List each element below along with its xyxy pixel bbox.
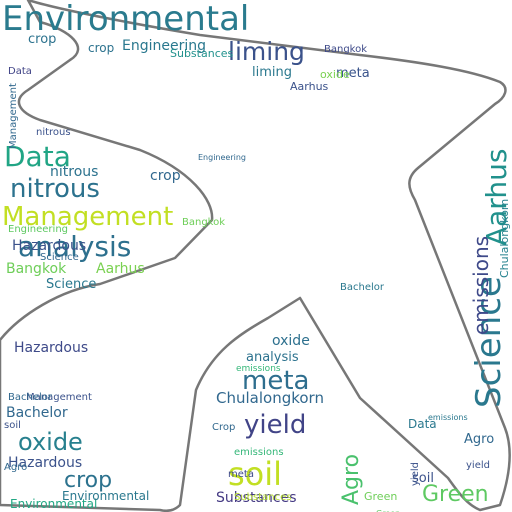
cloud-word: Substances	[234, 492, 292, 503]
cloud-word: emissions	[234, 447, 284, 458]
cloud-word: Bangkok	[324, 44, 367, 55]
cloud-word: Science	[469, 276, 509, 408]
cloud-word: Bachelor	[8, 392, 53, 403]
cloud-word: Bachelor	[6, 405, 68, 421]
cloud-word: analysis	[18, 230, 131, 263]
cloud-word: Hazardous	[12, 238, 86, 254]
cloud-word: Hazardous	[14, 340, 88, 356]
cloud-word: yield	[244, 410, 306, 440]
cloud-word: Management	[8, 83, 19, 149]
cloud-word: Agro	[4, 462, 27, 473]
cloud-word: Green	[422, 482, 489, 507]
cloud-word: Aarhus	[290, 80, 329, 93]
cloud-word: oxide	[320, 68, 350, 81]
cloud-word: Environmental	[62, 489, 149, 503]
cloud-word: Science	[40, 252, 79, 263]
cloud-word: Environmental	[2, 0, 249, 39]
cloud-word: soil	[4, 420, 21, 431]
cloud-word: yield	[466, 460, 490, 471]
cloud-word: Chulalongkorn	[498, 199, 511, 278]
cloud-word: Agro	[464, 432, 494, 447]
cloud-word: Aarhus	[480, 149, 512, 246]
cloud-word: liming	[228, 37, 305, 66]
cloud-word: meta	[228, 469, 254, 480]
cloud-word: oxide	[18, 428, 83, 456]
cloud-word: analysis	[246, 350, 299, 365]
cloud-word: emissions	[428, 413, 468, 422]
cloud-word: Substances	[170, 47, 234, 60]
cloud-word: nitrous	[36, 127, 71, 138]
cloud-word: Agro	[339, 454, 364, 505]
cloud-word: Green	[364, 490, 397, 503]
cloud-word: Bangkok	[6, 261, 67, 277]
cloud-word: crop	[88, 41, 114, 55]
cloud-word: Chulalongkorn	[216, 389, 324, 407]
cloud-word: Crop	[212, 422, 235, 433]
cloud-word: nitrous	[10, 174, 100, 204]
cloud-word: Aarhus	[96, 261, 145, 277]
cloud-word: Data	[4, 140, 71, 173]
cloud-word: crop	[150, 168, 181, 184]
cloud-word: Hazardous	[8, 455, 82, 471]
cloud-word: meta	[242, 366, 309, 396]
cloud-word: emissions	[236, 364, 281, 374]
cloud-word: Engineering	[198, 153, 246, 162]
cloud-word: Management	[2, 202, 173, 232]
cloud-word: meta	[336, 66, 370, 81]
cloud-word: soil	[228, 455, 282, 493]
cloud-word: Substances	[216, 490, 297, 506]
cloud-word: oxide	[272, 333, 310, 349]
cloud-word: Science	[46, 277, 96, 292]
cloud-word: crop	[28, 32, 56, 47]
cloud-word: Environmental	[10, 497, 97, 511]
cloud-word: yield	[410, 462, 421, 486]
cloud-word: Management	[26, 392, 92, 403]
cloud-word: Bangkok	[182, 217, 225, 228]
cloud-word: Engineering	[122, 38, 206, 54]
cloud-word: Bachelor	[340, 282, 385, 293]
cloud-word: crop	[64, 468, 112, 493]
cloud-word: liming	[252, 65, 292, 80]
cloud-word: emissions	[469, 236, 493, 335]
cloud-word: Data	[408, 417, 437, 431]
cloud-word: nitrous	[50, 164, 98, 180]
cloud-word: soil	[412, 471, 434, 486]
cloud-word: Green	[376, 509, 400, 512]
cloud-word: Engineering	[8, 224, 68, 235]
cloud-word: Data	[8, 66, 32, 77]
